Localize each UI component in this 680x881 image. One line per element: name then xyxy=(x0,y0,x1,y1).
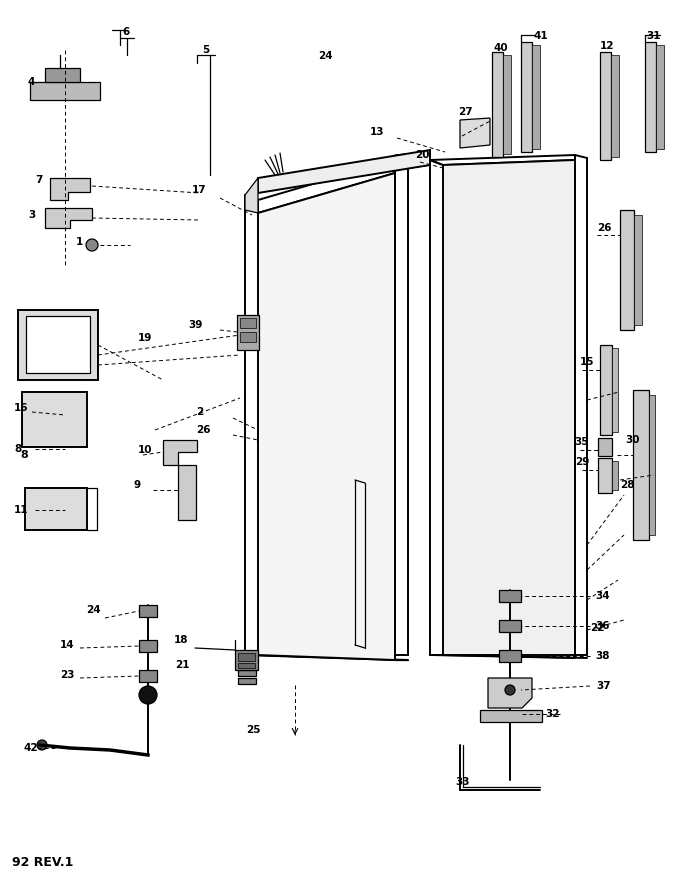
Text: 41: 41 xyxy=(533,31,547,41)
Bar xyxy=(521,42,532,152)
Text: 39: 39 xyxy=(188,320,203,330)
Bar xyxy=(238,663,255,668)
Text: 37: 37 xyxy=(596,681,611,691)
Bar xyxy=(480,710,542,722)
Text: 32: 32 xyxy=(545,709,560,719)
Text: 13: 13 xyxy=(370,127,384,137)
Text: 11: 11 xyxy=(14,505,29,515)
Bar xyxy=(237,315,259,350)
Bar xyxy=(645,42,656,152)
Text: 2: 2 xyxy=(196,407,203,417)
Circle shape xyxy=(139,686,157,704)
Bar xyxy=(612,348,618,432)
Text: 25: 25 xyxy=(246,725,260,735)
Bar xyxy=(612,461,618,490)
Circle shape xyxy=(37,740,47,750)
Text: 9: 9 xyxy=(134,480,141,490)
Bar xyxy=(598,458,612,493)
Bar xyxy=(240,332,256,342)
Bar xyxy=(492,52,503,157)
Bar xyxy=(25,488,87,530)
Text: 15: 15 xyxy=(580,357,594,367)
Text: 18: 18 xyxy=(174,635,188,645)
Text: 17: 17 xyxy=(192,185,207,195)
Text: 19: 19 xyxy=(138,333,152,343)
Text: 6: 6 xyxy=(122,27,129,37)
Bar xyxy=(633,390,649,540)
Text: 10: 10 xyxy=(138,445,152,455)
Text: 24: 24 xyxy=(318,51,333,61)
Bar xyxy=(238,653,255,661)
Text: 20: 20 xyxy=(415,150,430,160)
Text: 8: 8 xyxy=(20,450,28,460)
Text: 4: 4 xyxy=(28,77,35,87)
Bar xyxy=(649,395,655,535)
Bar xyxy=(634,215,642,325)
Text: 12: 12 xyxy=(600,41,615,51)
Bar xyxy=(598,438,612,456)
Bar xyxy=(18,310,98,380)
Polygon shape xyxy=(45,208,92,228)
Bar xyxy=(22,392,87,447)
Text: 38: 38 xyxy=(595,651,609,661)
Text: 42: 42 xyxy=(24,743,39,753)
Text: 7: 7 xyxy=(35,175,42,185)
Text: 28: 28 xyxy=(620,480,634,490)
Text: 21: 21 xyxy=(175,660,190,670)
Text: 33: 33 xyxy=(455,777,469,787)
Text: 3: 3 xyxy=(28,210,35,220)
Polygon shape xyxy=(245,178,258,213)
Text: 31: 31 xyxy=(646,31,660,41)
Bar xyxy=(499,620,521,632)
Bar xyxy=(26,316,90,373)
Bar xyxy=(499,590,521,602)
Polygon shape xyxy=(460,118,490,148)
Text: 26: 26 xyxy=(597,223,611,233)
Text: 8: 8 xyxy=(14,444,21,454)
Bar xyxy=(235,650,258,670)
Polygon shape xyxy=(443,160,575,655)
Bar xyxy=(178,465,196,520)
Circle shape xyxy=(505,685,515,695)
Circle shape xyxy=(86,239,98,251)
Text: 26: 26 xyxy=(196,425,211,435)
Text: 34: 34 xyxy=(595,591,610,601)
Bar xyxy=(139,605,157,617)
Polygon shape xyxy=(258,150,430,193)
Polygon shape xyxy=(258,173,395,660)
Text: 92 REV.1: 92 REV.1 xyxy=(12,855,73,869)
Bar xyxy=(620,210,634,330)
Text: 16: 16 xyxy=(14,403,29,413)
Text: 24: 24 xyxy=(86,605,101,615)
Bar xyxy=(238,670,256,676)
Text: 1: 1 xyxy=(76,237,83,247)
Bar xyxy=(238,678,256,684)
Text: 35: 35 xyxy=(574,437,588,447)
Polygon shape xyxy=(395,152,430,170)
Bar xyxy=(532,45,540,149)
Text: 23: 23 xyxy=(60,670,75,680)
Text: 14: 14 xyxy=(60,640,75,650)
Bar xyxy=(503,55,511,154)
Text: 29: 29 xyxy=(575,457,590,467)
Bar xyxy=(600,345,612,435)
Text: 27: 27 xyxy=(458,107,473,117)
Text: 5: 5 xyxy=(202,45,209,55)
Polygon shape xyxy=(45,68,80,82)
Bar xyxy=(600,52,611,160)
Bar xyxy=(656,45,664,149)
Polygon shape xyxy=(163,440,197,465)
Bar xyxy=(611,55,619,157)
Bar xyxy=(240,318,256,328)
Text: 30: 30 xyxy=(625,435,639,445)
Bar xyxy=(139,670,157,682)
Bar xyxy=(499,650,521,662)
Text: 40: 40 xyxy=(494,43,509,53)
Polygon shape xyxy=(30,82,100,100)
Polygon shape xyxy=(50,178,90,200)
Text: 36: 36 xyxy=(595,621,609,631)
Polygon shape xyxy=(488,678,532,708)
Bar xyxy=(139,640,157,652)
Text: 22: 22 xyxy=(590,623,605,633)
